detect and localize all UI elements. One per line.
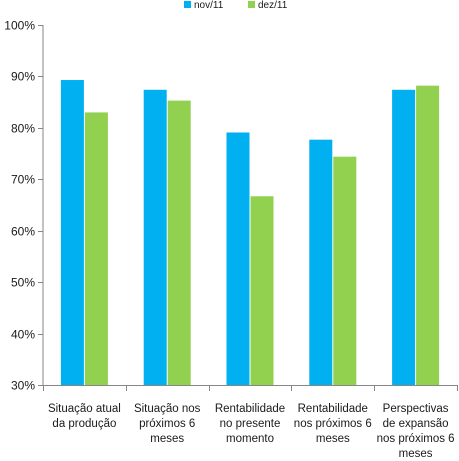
bar-dez-11-2	[250, 196, 274, 385]
bar-dez-11-3	[333, 156, 357, 385]
bar-dez-11-4	[416, 85, 440, 385]
y-tick-label: 50%	[11, 276, 35, 290]
legend-swatch	[248, 1, 255, 8]
y-tick-label: 30%	[11, 379, 35, 393]
y-tick-label: 100%	[4, 19, 35, 33]
legend-label: dez/11	[258, 0, 288, 11]
x-category-label: Rentabilidade no presente momento	[215, 403, 285, 445]
y-tick-label: 90%	[11, 70, 35, 84]
y-axis: 30% 40% 50% 60% 70% 80% 90% 100%	[4, 19, 44, 393]
x-category-label: Situação nos próximos 6 meses	[134, 403, 201, 445]
legend-swatch	[184, 1, 191, 8]
y-tick-label: 80%	[11, 122, 35, 136]
x-category-label: Situação atual da produção	[48, 403, 121, 430]
x-axis: Situação atual da produção Situação nos pró…	[43, 385, 458, 460]
bar-nov-11-3	[309, 139, 333, 385]
bar-nov-11-2	[226, 132, 250, 385]
y-tick-label: 70%	[11, 173, 35, 187]
bars	[60, 80, 440, 386]
bar-nov-11-0	[60, 80, 84, 386]
bar-nov-11-4	[392, 89, 416, 386]
x-category-label: Rentabilidade nos próximos 6 meses	[294, 403, 372, 445]
x-category-label: Perspectivas de expansão nos próximos 6 mes…	[377, 403, 455, 460]
y-tick-label: 40%	[11, 328, 35, 342]
legend-label: nov/11	[194, 0, 224, 11]
y-tick-label: 60%	[11, 225, 35, 239]
bar-dez-11-1	[167, 100, 191, 385]
chart-legend: nov/11 dez/11	[184, 0, 288, 11]
bar-dez-11-0	[84, 112, 108, 385]
bar-nov-11-1	[143, 89, 167, 386]
